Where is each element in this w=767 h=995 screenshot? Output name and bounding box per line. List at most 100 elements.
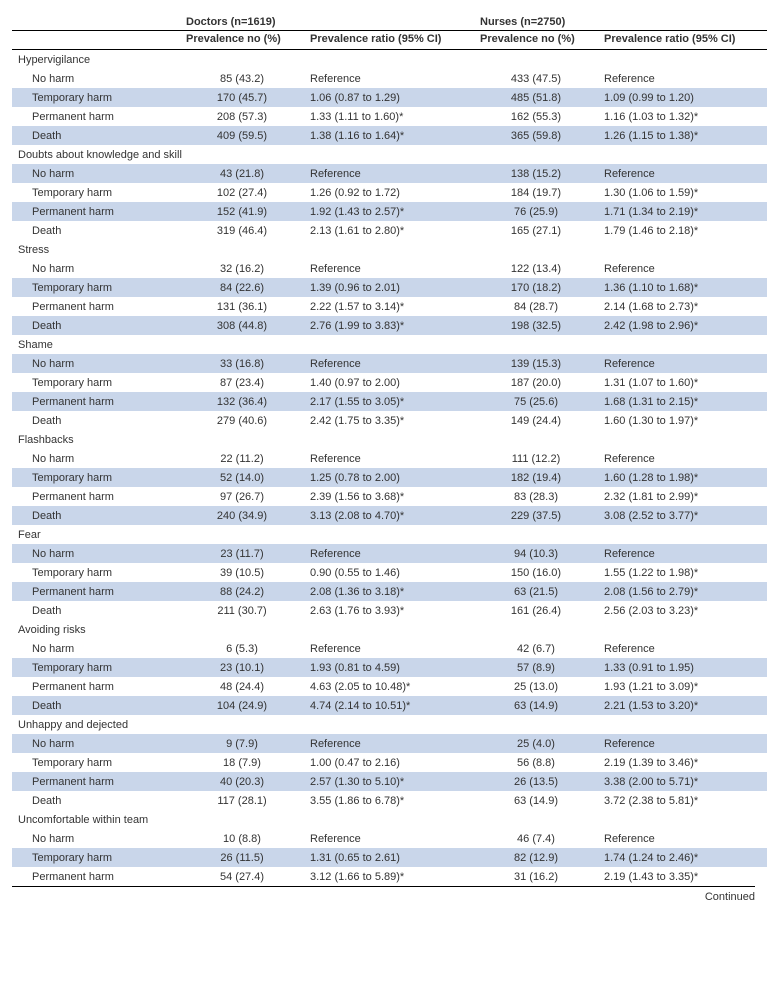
nurses-prev: 149 (24.4) <box>474 411 598 430</box>
section-row: Doubts about knowledge and skill <box>12 145 767 164</box>
nurses-prev: 184 (19.7) <box>474 183 598 202</box>
nurses-prev: 161 (26.4) <box>474 601 598 620</box>
table-row: Permanent harm152 (41.9)1.92 (1.43 to 2.… <box>12 202 767 221</box>
row-label: Permanent harm <box>12 202 180 221</box>
doctors-ratio: 4.74 (2.14 to 10.51)* <box>304 696 474 715</box>
row-label: Temporary harm <box>12 373 180 392</box>
nurses-prev: 57 (8.9) <box>474 658 598 677</box>
row-label: No harm <box>12 734 180 753</box>
doctors-ratio: Reference <box>304 69 474 88</box>
doctors-ratio: Reference <box>304 734 474 753</box>
nurses-ratio: 1.55 (1.22 to 1.98)* <box>598 563 767 582</box>
section-row: Flashbacks <box>12 430 767 449</box>
table-row: Temporary harm18 (7.9)1.00 (0.47 to 2.16… <box>12 753 767 772</box>
nurses-prev: 84 (28.7) <box>474 297 598 316</box>
table-row: Permanent harm131 (36.1)2.22 (1.57 to 3.… <box>12 297 767 316</box>
row-label: Permanent harm <box>12 867 180 886</box>
doctors-ratio: 4.63 (2.05 to 10.48)* <box>304 677 474 696</box>
nurses-prev: 187 (20.0) <box>474 373 598 392</box>
section-title: Uncomfortable within team <box>12 810 767 829</box>
nurses-prev: 56 (8.8) <box>474 753 598 772</box>
section-title: Stress <box>12 240 767 259</box>
header-doctors: Doctors (n=1619) <box>180 12 474 31</box>
doctors-prev: 409 (59.5) <box>180 126 304 145</box>
doctors-ratio: 2.39 (1.56 to 3.68)* <box>304 487 474 506</box>
nurses-prev: 63 (14.9) <box>474 696 598 715</box>
nurses-ratio: Reference <box>598 69 767 88</box>
nurses-ratio: 2.08 (1.56 to 2.79)* <box>598 582 767 601</box>
section-title: Flashbacks <box>12 430 767 449</box>
row-label: Permanent harm <box>12 772 180 791</box>
section-row: Unhappy and dejected <box>12 715 767 734</box>
doctors-prev: 52 (14.0) <box>180 468 304 487</box>
section-title: Fear <box>12 525 767 544</box>
nurses-prev: 229 (37.5) <box>474 506 598 525</box>
table-row: No harm32 (16.2)Reference122 (13.4)Refer… <box>12 259 767 278</box>
doctors-prev: 85 (43.2) <box>180 69 304 88</box>
table-row: Death308 (44.8)2.76 (1.99 to 3.83)*198 (… <box>12 316 767 335</box>
continued-label: Continued <box>12 886 755 903</box>
nurses-prev: 139 (15.3) <box>474 354 598 373</box>
nurses-prev: 42 (6.7) <box>474 639 598 658</box>
nurses-ratio: Reference <box>598 449 767 468</box>
nurses-prev: 63 (21.5) <box>474 582 598 601</box>
nurses-prev: 170 (18.2) <box>474 278 598 297</box>
doctors-prev: 84 (22.6) <box>180 278 304 297</box>
row-label: Temporary harm <box>12 563 180 582</box>
nurses-prev: 63 (14.9) <box>474 791 598 810</box>
doctors-prev: 152 (41.9) <box>180 202 304 221</box>
doctors-prev: 18 (7.9) <box>180 753 304 772</box>
nurses-ratio: Reference <box>598 544 767 563</box>
nurses-prev: 111 (12.2) <box>474 449 598 468</box>
nurses-ratio: 1.26 (1.15 to 1.38)* <box>598 126 767 145</box>
doctors-prev: 43 (21.8) <box>180 164 304 183</box>
nurses-prev: 485 (51.8) <box>474 88 598 107</box>
nurses-ratio: 1.79 (1.46 to 2.18)* <box>598 221 767 240</box>
doctors-ratio: 1.38 (1.16 to 1.64)* <box>304 126 474 145</box>
row-label: Death <box>12 791 180 810</box>
table-row: Permanent harm208 (57.3)1.33 (1.11 to 1.… <box>12 107 767 126</box>
nurses-ratio: 1.33 (0.91 to 1.95) <box>598 658 767 677</box>
row-label: Death <box>12 696 180 715</box>
doctors-prev: 208 (57.3) <box>180 107 304 126</box>
section-row: Avoiding risks <box>12 620 767 639</box>
nurses-ratio: 1.93 (1.21 to 3.09)* <box>598 677 767 696</box>
table-row: Temporary harm87 (23.4)1.40 (0.97 to 2.0… <box>12 373 767 392</box>
section-title: Hypervigilance <box>12 50 767 70</box>
doctors-ratio: 2.57 (1.30 to 5.10)* <box>304 772 474 791</box>
table-row: No harm43 (21.8)Reference138 (15.2)Refer… <box>12 164 767 183</box>
row-label: Permanent harm <box>12 677 180 696</box>
table-row: Permanent harm97 (26.7)2.39 (1.56 to 3.6… <box>12 487 767 506</box>
row-label: Temporary harm <box>12 278 180 297</box>
table-row: Permanent harm88 (24.2)2.08 (1.36 to 3.1… <box>12 582 767 601</box>
row-label: Permanent harm <box>12 582 180 601</box>
doctors-prev: 87 (23.4) <box>180 373 304 392</box>
doctors-ratio: 1.25 (0.78 to 2.00) <box>304 468 474 487</box>
nurses-prev: 25 (13.0) <box>474 677 598 696</box>
nurses-ratio: 2.19 (1.39 to 3.46)* <box>598 753 767 772</box>
doctors-ratio: 3.13 (2.08 to 4.70)* <box>304 506 474 525</box>
doctors-ratio: 1.93 (0.81 to 4.59) <box>304 658 474 677</box>
row-label: Permanent harm <box>12 297 180 316</box>
section-row: Stress <box>12 240 767 259</box>
doctors-ratio: 1.00 (0.47 to 2.16) <box>304 753 474 772</box>
nurses-ratio: 1.30 (1.06 to 1.59)* <box>598 183 767 202</box>
nurses-ratio: Reference <box>598 354 767 373</box>
section-title: Avoiding risks <box>12 620 767 639</box>
row-label: No harm <box>12 354 180 373</box>
nurses-ratio: 2.32 (1.81 to 2.99)* <box>598 487 767 506</box>
nurses-ratio: 3.08 (2.52 to 3.77)* <box>598 506 767 525</box>
header-nurses-ratio: Prevalence ratio (95% CI) <box>598 31 767 50</box>
doctors-ratio: 1.31 (0.65 to 2.61) <box>304 848 474 867</box>
doctors-prev: 54 (27.4) <box>180 867 304 886</box>
table-row: Death240 (34.9)3.13 (2.08 to 4.70)*229 (… <box>12 506 767 525</box>
section-row: Fear <box>12 525 767 544</box>
row-label: No harm <box>12 164 180 183</box>
nurses-prev: 25 (4.0) <box>474 734 598 753</box>
section-title: Shame <box>12 335 767 354</box>
nurses-ratio: 1.71 (1.34 to 2.19)* <box>598 202 767 221</box>
row-label: Death <box>12 316 180 335</box>
doctors-ratio: 2.42 (1.75 to 3.35)* <box>304 411 474 430</box>
doctors-prev: 26 (11.5) <box>180 848 304 867</box>
header-doctors-prev: Prevalence no (%) <box>180 31 304 50</box>
